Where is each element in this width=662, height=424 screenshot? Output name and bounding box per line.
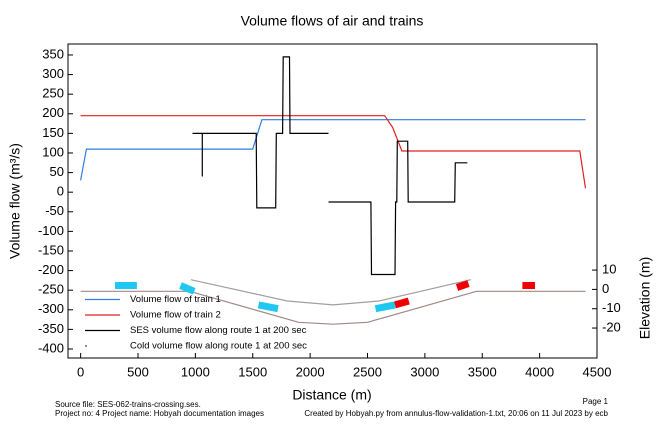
legend-swatch — [85, 345, 87, 347]
train-block — [257, 301, 279, 313]
y-tick-label: -200 — [38, 262, 64, 277]
y-tick-label: 150 — [42, 125, 64, 140]
series-line — [80, 119, 586, 181]
footer-page: Page 1 — [583, 397, 609, 406]
x-tick-label: 4000 — [525, 364, 554, 379]
y-tick-label: -300 — [38, 301, 64, 316]
x-tick-label: 1000 — [181, 364, 210, 379]
footer-source: Source file: SES-062-trains-crossing.ses… — [55, 400, 201, 409]
y-tick-label: 250 — [42, 86, 64, 101]
y-tick-label: -250 — [38, 282, 64, 297]
y-tick-label: -400 — [38, 340, 64, 355]
x-tick-label: 2500 — [353, 364, 382, 379]
x-tick-label: 500 — [127, 364, 149, 379]
y2-tick-label: -10 — [602, 300, 621, 315]
y-tick-label: 100 — [42, 144, 64, 159]
y-axis-label: Volume flow (m³/s) — [7, 143, 23, 259]
y-tick-label: -150 — [38, 242, 64, 257]
footer-created: Created by Hobyah.py from annulus-flow-v… — [304, 409, 608, 418]
x-tick-label: 2000 — [296, 364, 325, 379]
chart-title: Volume flows of air and trains — [241, 13, 424, 29]
y-tick-label: 300 — [42, 66, 64, 81]
y-tick-label: 350 — [42, 46, 64, 61]
x-tick-label: 4500 — [583, 364, 612, 379]
x-tick-label: 0 — [77, 364, 84, 379]
x-tick-label: 1500 — [238, 364, 267, 379]
x-axis-label: Distance (m) — [292, 387, 371, 403]
x-tick-label: 3500 — [468, 364, 497, 379]
y2-tick-label: 0 — [602, 281, 609, 296]
x-tick-label: 3000 — [410, 364, 439, 379]
y2-tick-label: 10 — [602, 262, 616, 277]
y-tick-label: -350 — [38, 321, 64, 336]
y-tick-label: -50 — [45, 203, 64, 218]
y2-tick-label: -20 — [602, 319, 621, 334]
legend-label: Cold volume flow along route 1 at 200 se… — [130, 341, 307, 352]
legend-label: Volume flow of train 2 — [130, 310, 221, 321]
y-tick-label: 0 — [57, 184, 64, 199]
footer-project: Project no: 4 Project name: Hobyah docum… — [55, 409, 264, 418]
y-tick-label: 50 — [50, 164, 64, 179]
legend-label: SES volume flow along route 1 at 200 sec — [130, 325, 307, 336]
legend-label: Volume flow of train 1 — [130, 294, 221, 305]
train-block — [394, 297, 410, 309]
series-line — [80, 115, 587, 189]
train-block — [179, 282, 196, 295]
train-block — [374, 301, 396, 313]
y-tick-label: -100 — [38, 223, 64, 238]
y-tick-label: 200 — [42, 105, 64, 120]
y2-axis-label: Elevation (m) — [637, 257, 653, 339]
series-line — [190, 279, 471, 306]
plot-frame — [67, 43, 598, 359]
train-block — [455, 280, 470, 291]
series-line — [192, 56, 468, 276]
